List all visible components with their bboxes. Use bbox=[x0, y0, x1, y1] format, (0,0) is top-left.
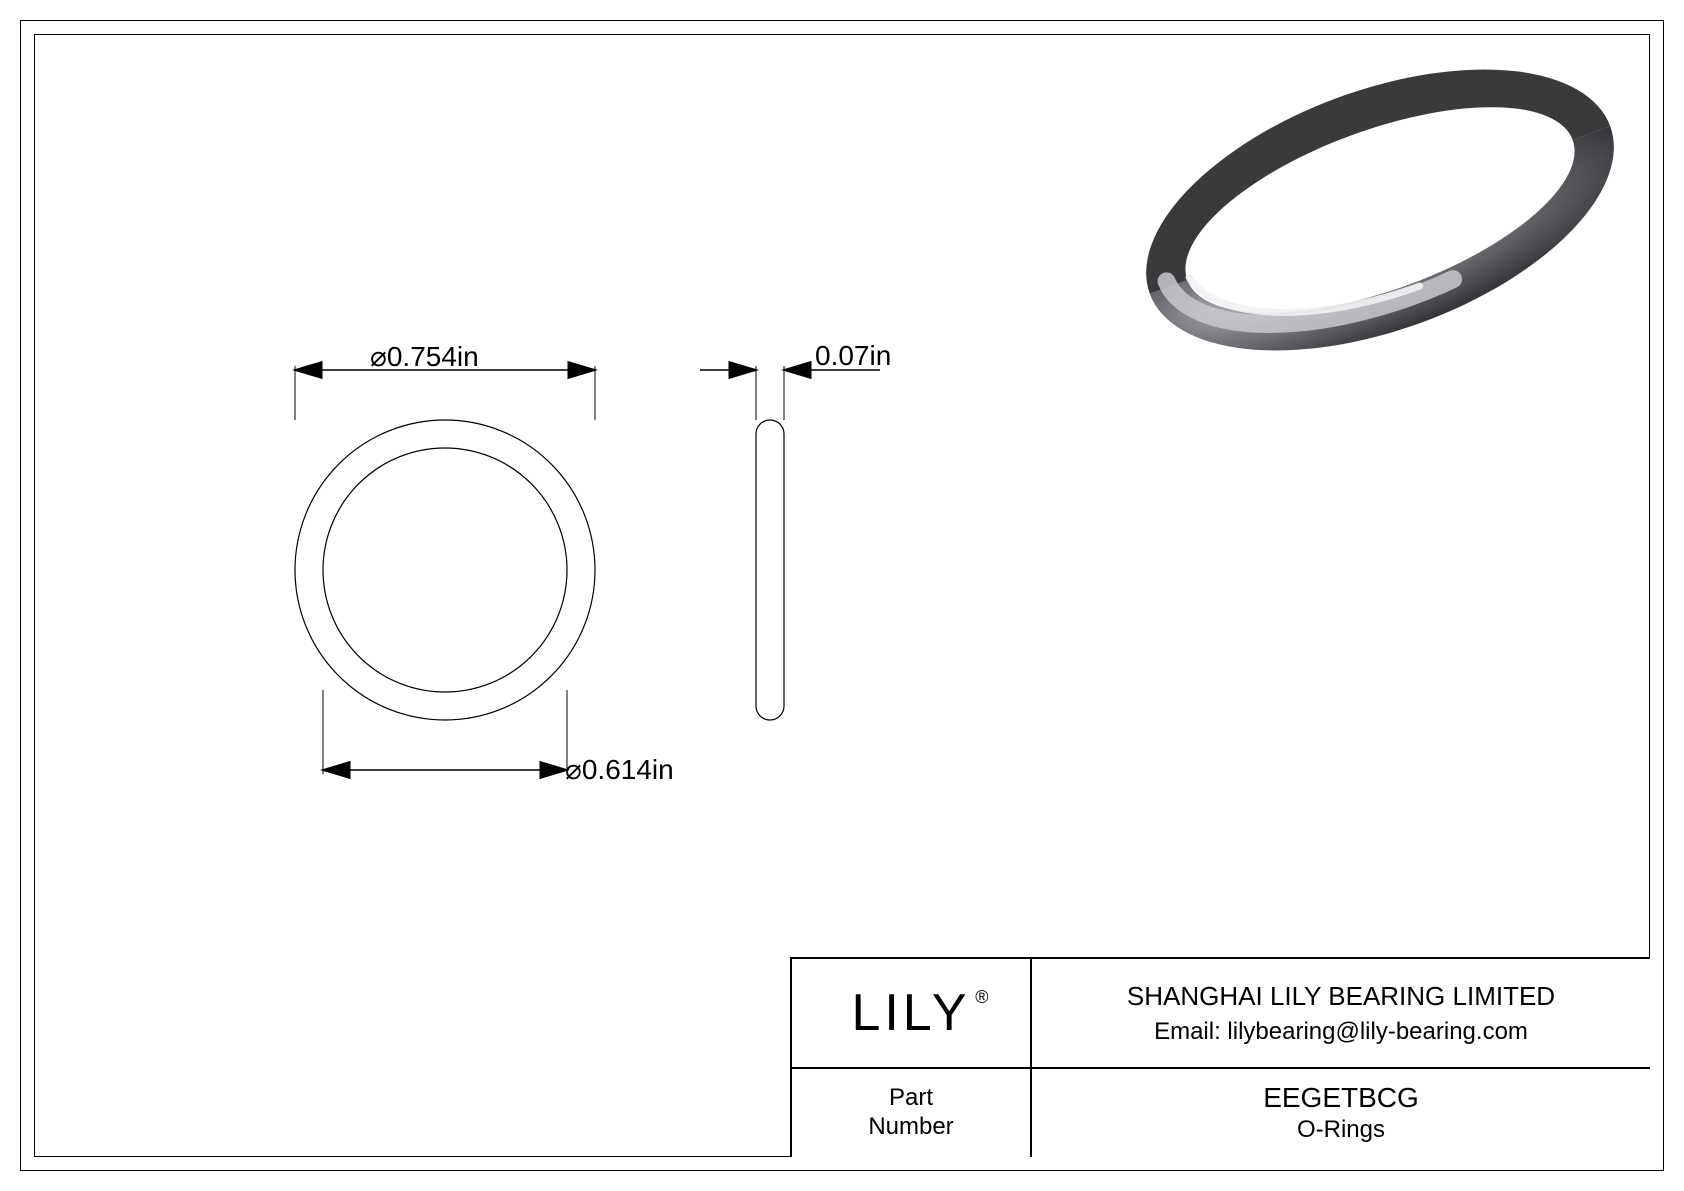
part-description: O-Rings bbox=[1297, 1116, 1385, 1144]
part-number-value: EEGETBCG bbox=[1263, 1082, 1419, 1114]
registered-mark: ® bbox=[975, 987, 992, 1008]
section-width-label: 0.07in bbox=[815, 340, 891, 372]
logo-cell: LILY ® bbox=[792, 959, 1032, 1067]
part-number-label-line2: Number bbox=[868, 1113, 953, 1142]
front-view-outer-circle bbox=[295, 420, 595, 720]
part-number-label-cell: Part Number bbox=[792, 1069, 1032, 1157]
outer-diameter-label: ⌀0.754in bbox=[370, 340, 479, 373]
inner-diameter-label: ⌀0.614in bbox=[565, 753, 674, 786]
title-block: LILY ® SHANGHAI LILY BEARING LIMITED Ema… bbox=[790, 957, 1650, 1157]
title-block-row-company: LILY ® SHANGHAI LILY BEARING LIMITED Ema… bbox=[792, 959, 1650, 1069]
part-number-label-line1: Part bbox=[889, 1084, 933, 1113]
logo-text: LILY ® bbox=[851, 983, 970, 1043]
company-name: SHANGHAI LILY BEARING LIMITED bbox=[1127, 981, 1555, 1012]
company-cell: SHANGHAI LILY BEARING LIMITED Email: lil… bbox=[1032, 959, 1650, 1067]
iso-ring-group bbox=[1109, 34, 1650, 407]
logo-text-value: LILY bbox=[851, 984, 970, 1042]
title-block-row-part: Part Number EEGETBCG O-Rings bbox=[792, 1069, 1650, 1157]
side-view-profile bbox=[756, 420, 784, 720]
company-email: Email: lilybearing@lily-bearing.com bbox=[1154, 1018, 1528, 1046]
front-view-inner-circle bbox=[323, 448, 567, 692]
part-number-value-cell: EEGETBCG O-Rings bbox=[1032, 1069, 1650, 1157]
